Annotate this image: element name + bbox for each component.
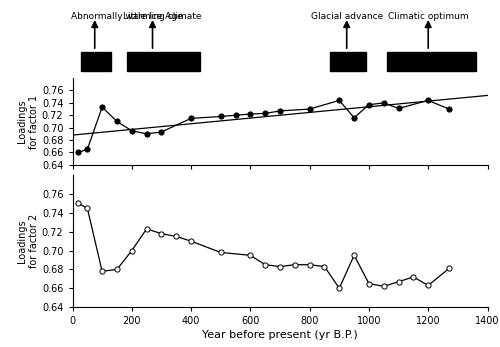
Point xyxy=(306,106,314,112)
Point xyxy=(261,111,269,116)
Bar xyxy=(330,52,366,71)
Point xyxy=(232,112,239,118)
Point xyxy=(216,250,224,255)
Point xyxy=(336,98,344,103)
Point xyxy=(246,253,254,258)
Point xyxy=(276,264,284,269)
X-axis label: Year before present (yr B.P.): Year before present (yr B.P.) xyxy=(202,330,358,340)
Point xyxy=(142,131,150,137)
Point xyxy=(291,262,299,268)
Point xyxy=(365,102,373,108)
Point xyxy=(410,274,418,280)
Text: Abnormally warming climate: Abnormally warming climate xyxy=(71,12,202,21)
Point xyxy=(84,146,92,152)
Point xyxy=(74,201,82,206)
Point xyxy=(320,264,328,269)
Point xyxy=(394,279,402,285)
Point xyxy=(350,253,358,258)
Point xyxy=(98,104,106,110)
Bar xyxy=(82,52,111,71)
Point xyxy=(306,262,314,268)
Point xyxy=(424,98,432,103)
Text: Climatic optimum: Climatic optimum xyxy=(388,12,468,21)
Point xyxy=(394,105,402,111)
Y-axis label: Loadings
for factor 2: Loadings for factor 2 xyxy=(18,214,39,268)
Point xyxy=(276,108,284,114)
Point xyxy=(158,231,166,236)
Point xyxy=(113,119,121,124)
Point xyxy=(380,100,388,105)
Point xyxy=(216,114,224,119)
Point xyxy=(84,205,92,211)
Point xyxy=(187,116,195,121)
Point xyxy=(350,115,358,120)
Point xyxy=(128,128,136,134)
Point xyxy=(424,283,432,288)
Point xyxy=(187,238,195,244)
Point xyxy=(74,150,82,155)
Point xyxy=(261,262,269,268)
Point xyxy=(445,266,453,271)
Text: Little Ice Age: Little Ice Age xyxy=(122,12,182,21)
Point xyxy=(445,106,453,112)
Point xyxy=(336,286,344,291)
Text: Glacial advance: Glacial advance xyxy=(310,12,383,21)
Point xyxy=(113,266,121,272)
Point xyxy=(380,283,388,289)
Point xyxy=(142,226,150,232)
Point xyxy=(172,234,180,239)
Bar xyxy=(386,52,476,71)
Point xyxy=(246,111,254,117)
Point xyxy=(365,281,373,286)
Point xyxy=(158,129,166,135)
Bar xyxy=(128,52,200,71)
Point xyxy=(128,248,136,253)
Point xyxy=(98,269,106,274)
Y-axis label: Loadings
for factor 1: Loadings for factor 1 xyxy=(18,94,39,149)
